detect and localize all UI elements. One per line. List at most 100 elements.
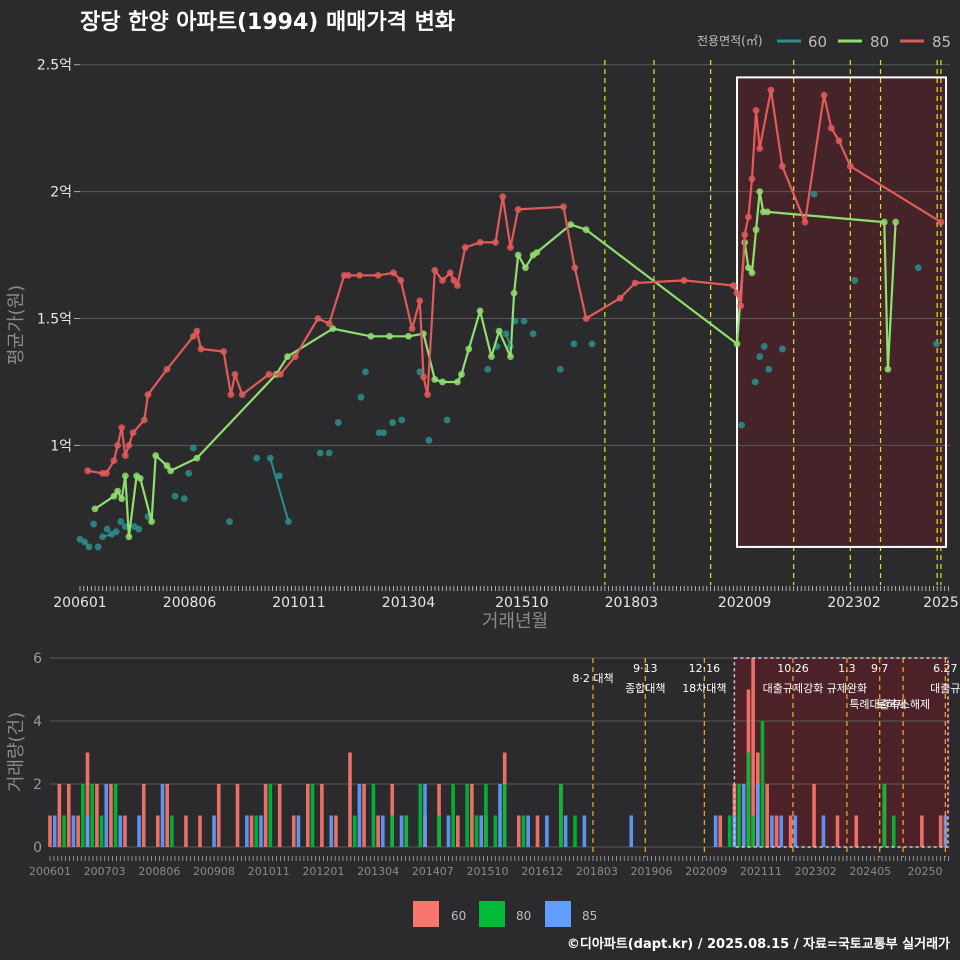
data-point-80	[892, 218, 900, 226]
data-point-60	[362, 368, 369, 376]
data-point-85	[356, 271, 363, 279]
volume-bar-60	[765, 784, 769, 847]
volume-bar-85	[770, 815, 774, 847]
volume-bar-60	[95, 784, 99, 847]
volume-bar-85	[71, 815, 76, 847]
volume-bar-60	[306, 784, 310, 847]
data-point-85	[514, 205, 522, 213]
volume-bar-60	[920, 815, 924, 847]
volume-bar-80	[573, 815, 577, 847]
x-tick-label: 202302	[827, 595, 880, 611]
data-point-80	[763, 208, 771, 216]
legend-swatch-80	[479, 901, 505, 927]
data-point-85	[114, 442, 122, 449]
legend-label-85: 85	[932, 33, 951, 51]
data-point-80	[405, 332, 412, 340]
data-point-80	[465, 345, 473, 353]
data-point-80	[533, 249, 541, 256]
data-point-85	[801, 218, 809, 226]
event-label: 토허제 해제	[876, 697, 930, 711]
x-tick-label: 2025	[923, 595, 959, 611]
data-point-60	[112, 528, 120, 536]
data-point-85	[571, 264, 579, 272]
data-point-80	[733, 340, 741, 348]
data-point-85	[227, 391, 235, 399]
data-point-85	[390, 269, 397, 277]
data-point-80	[193, 454, 201, 462]
event-label: 특례대출축소	[849, 698, 910, 711]
volume-bar-80	[310, 784, 315, 847]
data-point-60	[398, 416, 406, 424]
data-point-80	[148, 518, 155, 525]
volume-y-tick-label: 6	[33, 651, 42, 667]
volume-bar-80	[751, 815, 755, 847]
volume-bar-60	[216, 784, 221, 847]
volume-highlight-border	[733, 657, 949, 848]
volume-bar-60	[854, 815, 859, 847]
volume-bar-80	[352, 815, 357, 847]
data-point-85	[118, 424, 126, 432]
data-point-80	[756, 188, 764, 195]
data-point-80	[329, 325, 337, 333]
volume-bar-85	[779, 815, 784, 847]
volume-x-tick-label: 202405	[849, 865, 891, 878]
volume-bar-60	[48, 815, 52, 847]
legend-label-60: 60	[808, 33, 827, 51]
legend-label-80: 80	[870, 33, 889, 51]
data-point-80	[439, 378, 446, 386]
volume-bar-60	[751, 658, 755, 847]
data-point-80	[91, 505, 99, 513]
data-point-60	[316, 449, 324, 457]
volume-chart: 0 2 4 6 8·2 대책 9·13 종합대책 12·16 18차대책 10.26 대출규제강화 1…	[29, 651, 960, 878]
volume-bar-85	[713, 815, 718, 847]
data-point-85	[450, 277, 458, 284]
data-point-60	[425, 436, 433, 444]
data-point-60	[738, 421, 745, 429]
volume-bar-80	[727, 815, 732, 847]
data-point-80	[454, 378, 461, 386]
data-point-85	[220, 348, 228, 355]
volume-bar-80	[891, 815, 896, 847]
volume-bar-80	[418, 784, 423, 847]
data-point-60	[380, 429, 387, 437]
data-point-85	[84, 467, 92, 475]
volume-bar-60	[57, 784, 62, 847]
data-point-85	[121, 452, 129, 459]
volume-bar-80	[493, 815, 498, 847]
data-point-80	[114, 487, 122, 495]
data-point-80	[884, 365, 892, 373]
highlight-border	[736, 76, 947, 548]
volume-bar-80	[113, 784, 118, 847]
data-point-85	[102, 469, 110, 477]
data-point-85	[454, 282, 461, 289]
data-point-85	[231, 370, 239, 378]
data-point-85	[110, 457, 118, 465]
data-point-85	[446, 269, 454, 277]
volume-bar-85	[212, 815, 216, 847]
data-point-60	[334, 419, 342, 426]
volume-bar-60	[470, 784, 474, 847]
volume-bar-80	[484, 784, 488, 847]
bottom-legend: 60 80 85	[413, 901, 597, 927]
data-point-60	[756, 353, 764, 360]
volume-y-tick-label: 4	[33, 714, 42, 730]
volume-bar-60	[156, 815, 160, 847]
volume-bar-60	[76, 815, 80, 847]
volume-bar-60	[835, 815, 840, 847]
volume-bar-60	[165, 784, 169, 847]
volume-bar-85	[52, 815, 57, 847]
volume-bar-80	[465, 784, 469, 847]
volume-bar-80	[521, 815, 526, 847]
volume-bar-80	[437, 815, 441, 847]
data-point-85	[730, 282, 737, 289]
series-segment-60	[83, 541, 90, 548]
volume-bar-60	[123, 815, 127, 847]
volume-bar-85	[741, 784, 746, 847]
volume-bar-85	[582, 815, 587, 847]
data-point-85	[397, 277, 405, 284]
data-point-80	[507, 353, 514, 360]
data-point-80	[488, 353, 495, 360]
volume-bar-85	[793, 815, 798, 847]
data-point-85	[680, 277, 688, 284]
event-date-label: 10.26	[777, 662, 809, 675]
